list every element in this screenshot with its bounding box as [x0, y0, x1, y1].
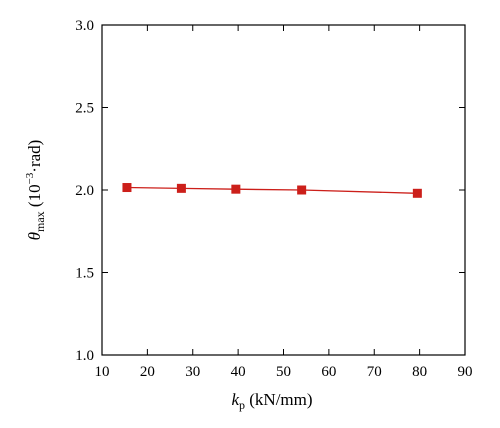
x-tick-label: 90 [458, 364, 473, 380]
x-tick-label: 70 [367, 364, 382, 380]
series-line [126, 186, 418, 194]
y-tick-label: 2.0 [75, 183, 94, 199]
y-tick-label: 1.5 [75, 266, 94, 282]
x-axis-ticks: 10 20 30 40 50 60 70 80 90 [95, 25, 473, 380]
x-axis-label-units: (kN/mm) [245, 390, 313, 409]
y-axis-label-symbol: θ [25, 232, 44, 240]
x-tick-label: 50 [276, 364, 291, 380]
data-point-marker [297, 185, 307, 195]
x-tick-label: 60 [321, 364, 336, 380]
data-point-marker [176, 183, 186, 193]
data-point-marker [122, 183, 132, 193]
y-tick-label: 3.0 [75, 18, 94, 34]
x-axis-label-symbol: k [231, 390, 239, 409]
x-tick-label: 80 [412, 364, 427, 380]
y-axis-label-units-exponent: −3 [24, 172, 36, 184]
x-tick-label: 10 [95, 364, 110, 380]
x-tick-label: 40 [231, 364, 246, 380]
y-axis-label-subscript: max [33, 211, 47, 232]
y-axis-label: θmax (10−3·rad) [24, 140, 47, 241]
x-axis-label: kp (kN/mm) [231, 390, 312, 412]
y-axis-label-units-suffix: ·rad) [25, 140, 44, 173]
data-point-marker [231, 184, 241, 194]
x-axis-label-subscript: p [239, 398, 245, 412]
y-tick-label: 2.5 [75, 101, 94, 117]
y-axis-ticks: 1.0 1.5 2.0 2.5 3.0 [75, 18, 465, 364]
x-tick-label: 20 [140, 364, 155, 380]
x-tick-label: 30 [185, 364, 200, 380]
data-point-marker [412, 188, 422, 198]
y-axis-label-units-prefix: (10 [25, 184, 44, 211]
y-tick-label: 1.0 [75, 348, 94, 364]
series-group [122, 183, 422, 198]
